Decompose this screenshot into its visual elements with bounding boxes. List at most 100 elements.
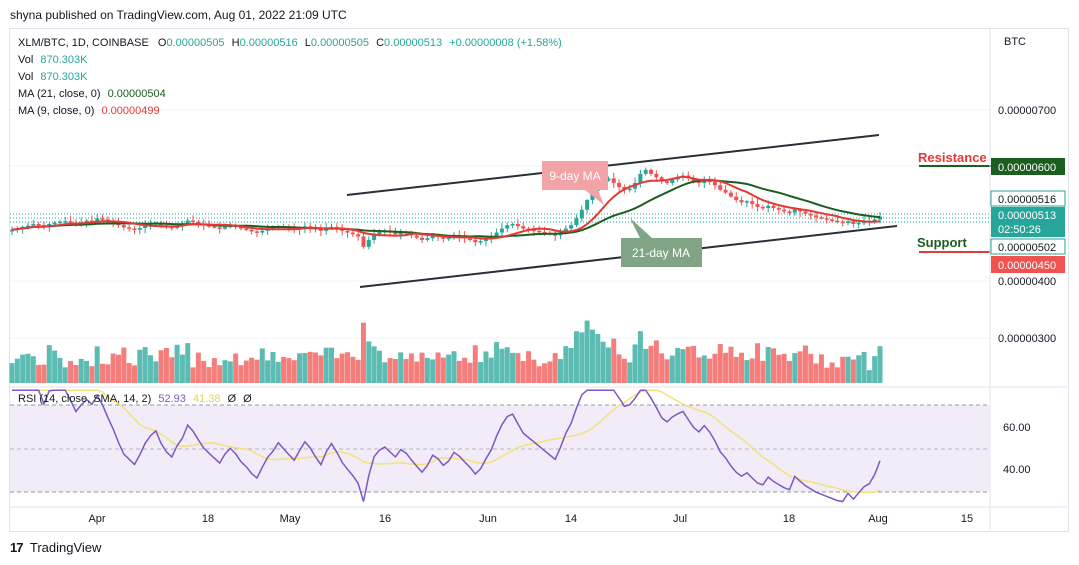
svg-text:0.00000516: 0.00000516 bbox=[998, 194, 1056, 206]
rsi-line bbox=[12, 389, 881, 503]
candle-body bbox=[712, 181, 717, 186]
volume-bar bbox=[147, 355, 153, 383]
candle-body bbox=[760, 206, 765, 209]
volume-bar bbox=[313, 352, 319, 383]
volume-bar bbox=[547, 361, 553, 383]
rsi-label[interactable]: RSI (14, close, SMA, 14, 2) bbox=[18, 393, 152, 405]
candle-body bbox=[68, 221, 73, 223]
candle-body bbox=[750, 201, 755, 205]
volume-bar bbox=[797, 351, 803, 383]
candle-body bbox=[25, 225, 30, 228]
volume-bar bbox=[36, 364, 42, 383]
volume-bar bbox=[179, 354, 185, 383]
candle-body bbox=[57, 221, 62, 224]
volume-bar bbox=[563, 346, 569, 383]
candle-body bbox=[127, 227, 132, 229]
ma9-callout-label: 9-day MA bbox=[549, 169, 600, 183]
candle-body bbox=[542, 231, 547, 234]
volume-bar bbox=[861, 351, 867, 383]
rsi-sma-value: 41.38 bbox=[192, 393, 221, 405]
candle-body bbox=[734, 196, 739, 201]
x-tick-15: 15 bbox=[961, 513, 973, 525]
resistance-label: Resistance bbox=[918, 150, 987, 165]
tradingview-logo-icon[interactable]: 17 bbox=[10, 540, 24, 555]
volume-bar bbox=[137, 349, 143, 383]
candle-body bbox=[771, 205, 776, 209]
volume-bar bbox=[57, 357, 63, 383]
candle-body bbox=[878, 216, 882, 220]
ohlc-row: XLM/BTC, 1D, COINBASE O0.00000505 H0.000… bbox=[18, 37, 562, 49]
ma9-line bbox=[11, 175, 881, 240]
candle-body bbox=[217, 227, 222, 229]
volume-bar bbox=[723, 352, 729, 383]
volume-bar bbox=[739, 352, 745, 383]
symbol-label[interactable]: XLM/BTC, 1D, COINBASE bbox=[18, 37, 149, 49]
volume-bar bbox=[494, 342, 500, 383]
volume-bar bbox=[62, 367, 68, 383]
volume-bar bbox=[334, 358, 340, 383]
candle-body bbox=[739, 200, 744, 203]
candle-body bbox=[585, 200, 590, 210]
volume-bar bbox=[84, 360, 90, 383]
candle-body bbox=[617, 182, 622, 187]
candle-body bbox=[420, 237, 425, 240]
volume-bar bbox=[707, 358, 713, 383]
candle-body bbox=[835, 220, 840, 223]
ma9-callout: 9-day MA bbox=[542, 161, 608, 205]
volume-bar bbox=[419, 352, 425, 383]
volume-bar bbox=[52, 350, 58, 383]
candle-body bbox=[803, 211, 808, 214]
x-tick-aug: Aug bbox=[868, 513, 888, 525]
svg-text:0.00000450: 0.00000450 bbox=[998, 260, 1056, 272]
vol-row-2: Vol 870.303K bbox=[18, 71, 88, 83]
x-tick-jun: Jun bbox=[479, 513, 497, 525]
volume-bar bbox=[158, 350, 164, 383]
candle-body bbox=[446, 237, 451, 240]
candle-body bbox=[377, 231, 382, 235]
close-value: 0.00000513 bbox=[384, 37, 443, 49]
volume-bar bbox=[813, 363, 819, 383]
candle-body bbox=[196, 221, 201, 224]
volume-bar bbox=[462, 357, 468, 383]
candle-body bbox=[366, 239, 371, 247]
candle-body bbox=[670, 179, 675, 183]
candle-body bbox=[244, 228, 249, 231]
volume-bar bbox=[595, 334, 601, 383]
volume-bar bbox=[776, 354, 782, 383]
volume-bar bbox=[840, 356, 846, 383]
volume-bar bbox=[770, 348, 776, 383]
candle-body bbox=[52, 222, 57, 225]
candle-body bbox=[814, 215, 819, 218]
volume-bar bbox=[765, 346, 771, 383]
volume-bar bbox=[818, 354, 824, 383]
volume-bar bbox=[68, 361, 74, 383]
volume-bar bbox=[605, 347, 611, 383]
candle-body bbox=[819, 217, 824, 219]
candle-body bbox=[846, 221, 851, 223]
volume-bar bbox=[499, 348, 505, 383]
volume-bar bbox=[515, 353, 521, 383]
candle-body bbox=[728, 192, 733, 197]
volume-bar bbox=[131, 365, 137, 383]
volume-bar bbox=[600, 341, 606, 383]
candle-body bbox=[510, 224, 515, 226]
volume-bar bbox=[355, 359, 361, 383]
volume-bar bbox=[116, 354, 122, 383]
candle-body bbox=[132, 228, 137, 231]
ma21-line bbox=[11, 179, 881, 238]
volume-bar bbox=[206, 367, 212, 383]
volume-bar bbox=[275, 361, 281, 383]
series-legend: XLM/BTC, 1D, COINBASE O0.00000505 H0.000… bbox=[18, 35, 562, 120]
volume-bar bbox=[281, 356, 287, 383]
x-tick-14: 14 bbox=[565, 513, 577, 525]
candle-body bbox=[249, 229, 254, 232]
volume-bar bbox=[73, 365, 79, 383]
chart-frame[interactable] bbox=[9, 28, 1069, 532]
candle-body bbox=[611, 178, 616, 183]
ma21-row: MA (21, close, 0) 0.00000504 bbox=[18, 88, 166, 100]
candle-body bbox=[782, 209, 787, 212]
candle-body bbox=[238, 226, 243, 229]
volume-bar bbox=[339, 353, 345, 383]
brand-name[interactable]: TradingView bbox=[29, 540, 102, 555]
